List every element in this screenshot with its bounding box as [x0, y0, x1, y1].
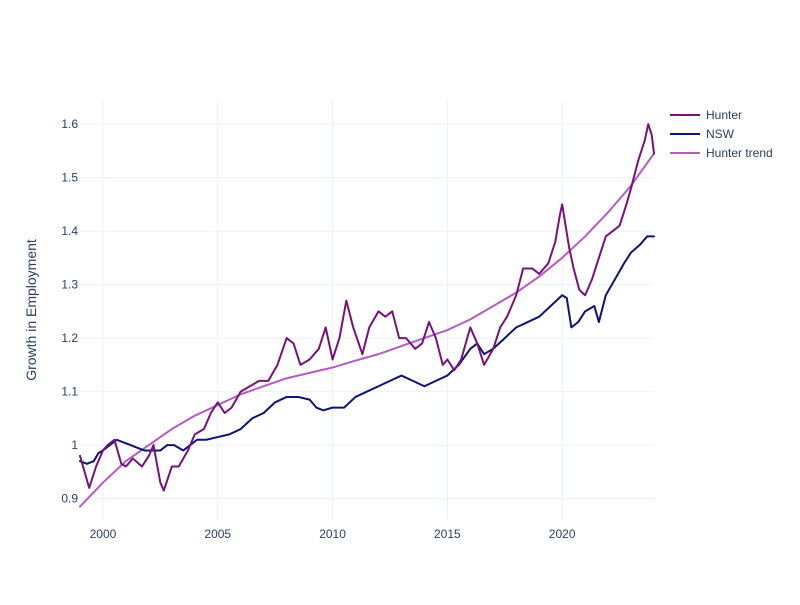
legend-label: NSW — [706, 127, 735, 141]
y-tick-label: 1.5 — [61, 171, 78, 185]
y-tick-label: 0.9 — [61, 492, 78, 506]
x-tick-label: 2000 — [90, 527, 117, 541]
legend-item-hunter[interactable]: Hunter — [670, 108, 742, 122]
y-tick-label: 1.1 — [61, 385, 78, 399]
series-line-hunter — [79, 123, 655, 492]
legend-item-hunter-trend[interactable]: Hunter trend — [670, 146, 773, 160]
y-tick-label: 1.3 — [61, 278, 78, 292]
legend-item-nsw[interactable]: NSW — [670, 127, 735, 141]
x-tick-label: 2010 — [319, 527, 346, 541]
legend-label: Hunter trend — [706, 146, 773, 160]
y-tick-label: 1.6 — [61, 117, 78, 131]
plot-area — [79, 123, 655, 508]
x-tick-label: 2005 — [204, 527, 231, 541]
x-tick-label: 2020 — [549, 527, 576, 541]
legend[interactable]: Hunter NSW Hunter trend — [670, 108, 773, 160]
x-tick-label: 2015 — [434, 527, 461, 541]
y-axis-title: Growth in Employment — [23, 239, 39, 381]
legend-label: Hunter — [706, 108, 742, 122]
y-axis: 0.9 1 1.1 1.2 1.3 1.4 1.5 1.6 — [61, 117, 78, 506]
series-line-nsw — [79, 235, 655, 465]
y-tick-label: 1.2 — [61, 331, 78, 345]
y-tick-label: 1.4 — [61, 224, 78, 238]
x-axis: 2000 2005 2010 2015 2020 — [90, 527, 576, 541]
series-line-hunter-trend — [79, 152, 655, 508]
y-tick-label: 1 — [71, 438, 78, 452]
